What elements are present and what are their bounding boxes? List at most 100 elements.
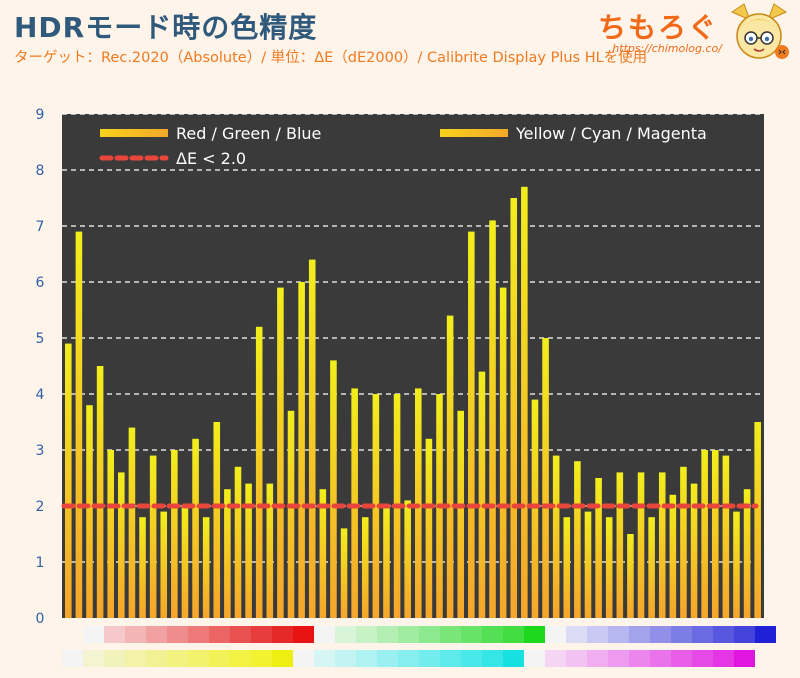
bar [701,450,708,618]
bar [192,438,199,618]
color-swatch [230,650,251,667]
bar [446,315,454,618]
bar [266,483,274,618]
y-tick-label: 0 [36,611,45,627]
color-swatch [503,650,524,667]
color-swatch [167,650,188,667]
bar [690,483,698,618]
color-swatch [545,650,566,667]
bar [733,511,740,618]
color-swatch [650,626,671,643]
bar [298,282,305,618]
color-swatch [125,650,146,667]
color-swatches [62,626,776,667]
color-swatch [125,626,146,643]
bar [680,466,687,618]
color-swatch [713,650,734,667]
y-tick-label: 8 [36,163,45,179]
color-swatch [293,650,314,667]
color-swatch [398,626,419,643]
color-swatch [608,650,629,667]
bar [319,489,327,618]
legend-swatch [100,129,168,137]
color-swatch [104,626,125,643]
color-swatch [524,650,545,667]
y-tick-label: 7 [36,219,45,235]
y-tick-label: 9 [36,107,45,123]
color-swatch [335,626,356,643]
color-swatch [272,626,293,643]
y-tick-label: 5 [36,331,45,347]
color-swatch [629,650,650,667]
bar [351,388,358,618]
bar [584,511,592,618]
color-swatch [566,650,587,667]
bar [139,517,146,618]
bar [754,422,761,618]
color-swatch [629,626,650,643]
legend-label: ΔE < 2.0 [176,149,246,168]
color-swatch [104,650,125,667]
color-swatch [650,650,671,667]
bar [648,517,655,618]
bar [637,472,645,618]
color-swatch [314,650,335,667]
color-swatch [419,650,440,667]
chart-subtitle: ターゲット：Rec.2020（Absolute）/ 単位：ΔE（dE2000）/… [14,50,648,66]
color-swatch [545,626,566,643]
bar [478,371,486,618]
bar [287,410,295,618]
bar [457,410,464,618]
bar [468,231,475,618]
bar [255,326,263,618]
legend-label: Red / Green / Blue [176,124,321,143]
color-swatch [230,626,251,643]
color-swatch [482,650,503,667]
bar [531,399,539,618]
color-swatch [83,650,104,667]
brand-logo: ちもろぐ https://chimolog.co/ [560,2,800,64]
color-swatch [209,626,230,643]
y-tick-label: 2 [36,499,45,515]
bar [118,472,125,618]
color-swatch [608,626,629,643]
bar [574,461,581,618]
bar [96,366,104,618]
color-swatch [461,650,482,667]
brand-url: https://chimolog.co/ [612,42,722,55]
bar [213,422,221,618]
bar [234,466,242,618]
bar [616,472,624,618]
bar [86,405,93,618]
bar [425,438,433,618]
color-swatch [209,650,230,667]
color-swatch [398,650,419,667]
bar [128,427,136,618]
bar [489,220,496,618]
color-swatch [713,626,734,643]
bar [361,517,369,618]
bar [563,517,571,618]
bar [605,517,613,618]
bar [308,259,316,618]
color-swatch [146,626,167,643]
color-swatch [671,650,692,667]
bar [149,455,157,618]
color-swatch [692,650,713,667]
bar [75,231,83,618]
color-swatch [62,650,83,667]
color-swatch [251,650,272,667]
bar [627,534,634,618]
color-swatch [566,626,587,643]
y-tick-label: 3 [36,443,45,459]
bar [658,472,666,618]
color-swatch [188,626,209,643]
color-swatch [146,650,167,667]
bar [499,287,507,618]
color-swatch [419,626,440,643]
bar [404,500,411,618]
color-swatch [461,626,482,643]
bars [65,186,761,619]
